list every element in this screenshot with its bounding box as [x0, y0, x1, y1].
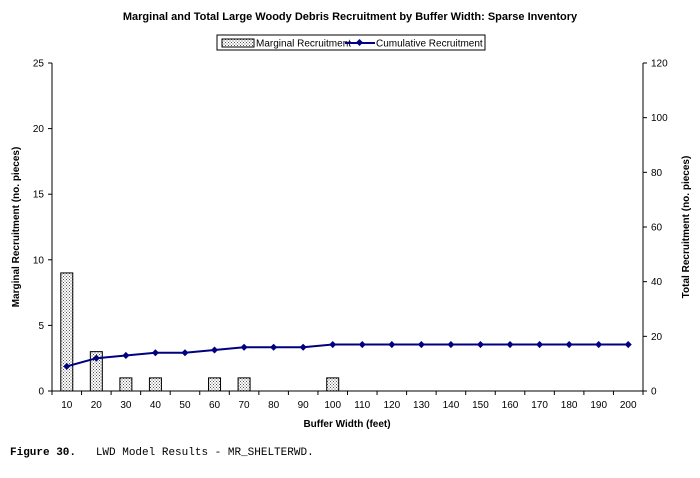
- chart-title: Marginal and Total Large Woody Debris Re…: [123, 11, 578, 23]
- plot-frame: [51, 63, 644, 392]
- legend-bar-swatch: [221, 38, 255, 48]
- y-right-tick-label-60: 60: [651, 223, 663, 234]
- bar-60: [208, 377, 222, 392]
- legend-line-marker: [355, 38, 364, 47]
- y-left-tick-label-20: 20: [33, 124, 45, 135]
- point-90: [299, 343, 307, 351]
- cumulative-line: [66, 343, 629, 368]
- y-axis-label-right: Total Recruitment (no. pieces): [681, 156, 692, 299]
- x-tick-label-110: 110: [354, 400, 370, 411]
- x-tick-label-120: 120: [383, 400, 400, 411]
- y-right-tick-label-80: 80: [651, 168, 663, 179]
- point-60: [210, 346, 219, 354]
- caption-text: LWD Model Results - MR_SHELTERWD.: [95, 447, 314, 459]
- y-right-tick-label-20: 20: [651, 332, 663, 343]
- point-50: [181, 349, 189, 357]
- point-150: [476, 340, 485, 349]
- x-tick-label-200: 200: [620, 400, 637, 411]
- legend: Marginal Recruitment Cumulative Recruitm…: [216, 34, 486, 51]
- x-tick-label-50: 50: [179, 400, 191, 411]
- line-series: [63, 340, 632, 370]
- x-ticks: 10 20 30 40 50 60 70 80 90 100 110 120 130 140 150 160 1…: [51, 391, 644, 411]
- x-tick-label-150: 150: [472, 400, 489, 411]
- bar-10: [60, 272, 74, 392]
- legend-line-label: Cumulative Recruitment: [376, 39, 483, 50]
- y-right-tick-label-120: 120: [651, 59, 668, 70]
- point-160: [506, 340, 514, 349]
- chart: Marginal and Total Large Woody Debris Re…: [11, 11, 692, 430]
- x-tick-label-130: 130: [413, 400, 430, 411]
- x-tick-label-70: 70: [239, 400, 251, 411]
- x-tick-label-100: 100: [324, 400, 341, 411]
- bar-30: [119, 377, 133, 392]
- legend-bar-label: Marginal Recruitment: [256, 39, 351, 50]
- y-left-tick-label-0: 0: [38, 387, 44, 398]
- x-tick-label-190: 190: [590, 400, 607, 411]
- y-left-tick-label-5: 5: [38, 321, 44, 332]
- point-100: [329, 340, 337, 349]
- y-right-tick-label-0: 0: [651, 387, 657, 398]
- bar-20: [89, 351, 103, 392]
- point-180: [565, 340, 573, 349]
- x-tick-label-10: 10: [61, 400, 73, 411]
- point-130: [417, 340, 425, 349]
- y-right-tick-label-40: 40: [651, 277, 663, 288]
- point-70: [240, 343, 248, 351]
- point-20: [92, 354, 100, 362]
- y-left-tick-label-10: 10: [33, 255, 45, 266]
- y-left-tick-label-25: 25: [33, 59, 45, 70]
- y-right-tick-label-100: 100: [651, 113, 668, 124]
- x-tick-label-40: 40: [150, 400, 162, 411]
- bar-100: [326, 377, 340, 392]
- x-tick-label-180: 180: [561, 400, 578, 411]
- point-80: [270, 343, 278, 351]
- point-140: [447, 340, 455, 349]
- point-170: [536, 340, 544, 349]
- point-30: [122, 351, 130, 360]
- y-ticks-left: 0 5 10 15 20 25: [33, 59, 52, 398]
- y-axis-label-left: Marginal Recruitment (no. pieces): [11, 147, 22, 308]
- x-tick-label-20: 20: [91, 400, 103, 411]
- x-tick-label-80: 80: [268, 400, 280, 411]
- point-200: [624, 340, 632, 349]
- point-120: [388, 340, 396, 349]
- y-ticks-right: 0 20 40 60 80 100 120: [643, 59, 668, 398]
- x-axis-label: Buffer Width (feet): [303, 419, 390, 430]
- x-tick-label-160: 160: [502, 400, 519, 411]
- x-tick-label-90: 90: [298, 400, 310, 411]
- point-40: [151, 349, 159, 357]
- bar-series: [60, 272, 340, 392]
- point-190: [595, 340, 603, 349]
- figure-caption: Figure 30. LWD Model Results - MR_SHELTE…: [10, 447, 314, 459]
- x-tick-label-30: 30: [120, 400, 132, 411]
- point-10: [63, 362, 71, 370]
- point-110: [358, 340, 366, 349]
- x-tick-label-140: 140: [443, 400, 460, 411]
- x-tick-label-170: 170: [531, 400, 548, 411]
- bar-40: [148, 377, 162, 392]
- bar-70: [237, 377, 251, 392]
- x-tick-label-60: 60: [209, 400, 221, 411]
- caption-label: Figure 30.: [10, 447, 77, 459]
- y-left-tick-label-15: 15: [33, 190, 45, 201]
